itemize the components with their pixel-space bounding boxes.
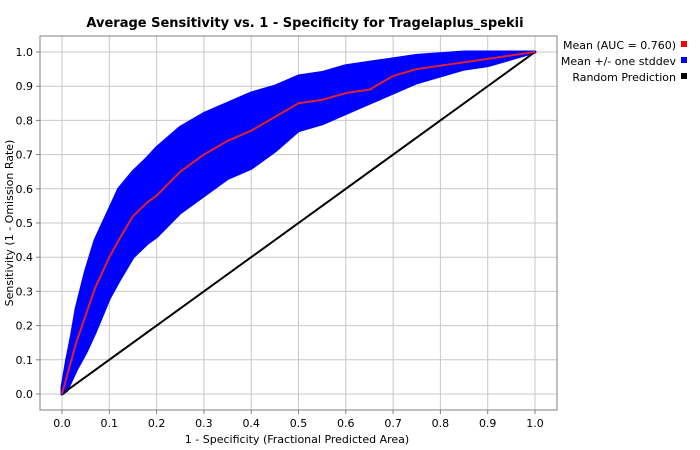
plot-area: 0.0 0.1 0.2 0.3 0.4 0.5 0.6 0.7 0.8 0.9 1.0 0.0 0.1 0… [16,35,558,430]
legend-label: Mean (AUC = 0.760) [563,39,676,52]
x-tick-label: 0.4 [242,417,260,430]
x-tick-label: 0.5 [290,417,308,430]
x-tick-label: 0.6 [337,417,355,430]
y-tick-label: 0.5 [16,217,34,230]
x-axis-label: 1 - Specificity (Fractional Predicted Ar… [185,433,409,446]
y-tick-label: 0.9 [16,80,34,93]
legend-label: Mean +/- one stddev [561,55,677,68]
x-tick-label: 0.8 [432,417,450,430]
y-tick-label: 0.7 [16,149,34,162]
x-tick-label: 0.2 [148,417,166,430]
x-tick-label: 0.9 [479,417,497,430]
mean-line [61,51,536,395]
y-tick-label: 0.4 [16,251,34,264]
x-tick-label: 0.7 [384,417,402,430]
y-axis-label: Sensitivity (1 - Omission Rate) [3,140,16,307]
chart-title: Average Sensitivity vs. 1 - Specificity … [86,16,523,31]
legend-swatch [681,73,687,79]
x-tick-label: 0.1 [101,417,119,430]
y-tick-label: 0.8 [16,114,34,127]
legend-label: Random Prediction [572,71,676,84]
y-tick-label: 0.3 [16,285,34,298]
legend-swatch [681,57,687,63]
y-tick-label: 0.0 [16,388,34,401]
y-tick-label: 0.1 [16,354,34,367]
x-tick-label: 0.3 [195,417,213,430]
random-prediction-line [61,51,536,395]
stddev-band [60,50,537,396]
legend: Mean (AUC = 0.760) Mean +/- one stddev Ran… [561,39,687,84]
legend-swatch [681,41,687,47]
x-tick-label: 1.0 [526,417,544,430]
y-tick-label: 0.6 [16,183,34,196]
x-tick-label: 0.0 [53,417,71,430]
y-tick-label: 1.0 [16,46,34,59]
y-tick-label: 0.2 [16,320,34,333]
